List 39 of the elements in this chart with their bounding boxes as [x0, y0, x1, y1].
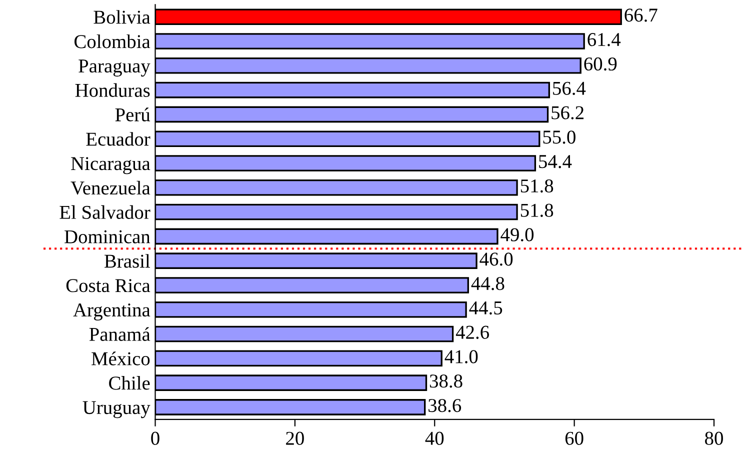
y-tick-label: Nicaragua [71, 157, 150, 174]
data-label: 41.0 [444, 350, 478, 364]
data-label: 46.0 [480, 252, 513, 266]
y-tick-label: Perú [115, 108, 150, 122]
data-label: 44.8 [471, 276, 504, 290]
y-tick-label: Bolivia [94, 10, 150, 24]
y-tick-label: Paraguay [78, 60, 150, 77]
y-tick-label: El Salvador [60, 205, 150, 219]
data-label: 54.4 [539, 155, 572, 168]
data-label: 56.4 [553, 82, 586, 95]
y-tick-label: Panamá [89, 327, 150, 341]
data-label: 56.2 [552, 106, 584, 120]
data-label: 42.6 [456, 326, 490, 339]
data-label: 51.8 [520, 204, 554, 217]
data-label: 38.6 [428, 398, 462, 412]
x-tick-label: 0 [151, 432, 160, 445]
y-tick-label: México [92, 352, 150, 366]
y-tick-label: Honduras [75, 83, 150, 97]
x-tick-label: 60 [565, 432, 584, 445]
y-tick-label: Argentina [73, 303, 150, 321]
data-label: 60.9 [584, 57, 617, 71]
data-label: 61.4 [588, 33, 621, 46]
y-tick-label: Colombia [74, 34, 150, 48]
data-label: 55.0 [543, 130, 576, 144]
x-tick-label: 20 [286, 432, 304, 445]
y-tick-label: Dominican [64, 230, 150, 244]
y-tick-label: Ecuador [86, 132, 150, 146]
data-label: 38.8 [430, 374, 462, 388]
y-tick-label: Costa Rica [66, 279, 150, 292]
y-tick-label: Brasil [104, 254, 150, 268]
data-label: 44.5 [469, 301, 502, 315]
data-label: 49.0 [500, 228, 534, 242]
y-tick-label: Uruguay [82, 401, 150, 418]
data-label: 51.8 [520, 179, 554, 193]
y-tick-label: Chile [109, 376, 150, 390]
y-tick-label: Venezuela [70, 180, 150, 195]
x-tick-label: 40 [425, 432, 444, 445]
x-tick-label: 80 [705, 432, 723, 445]
data-label: 66.7 [624, 8, 658, 22]
